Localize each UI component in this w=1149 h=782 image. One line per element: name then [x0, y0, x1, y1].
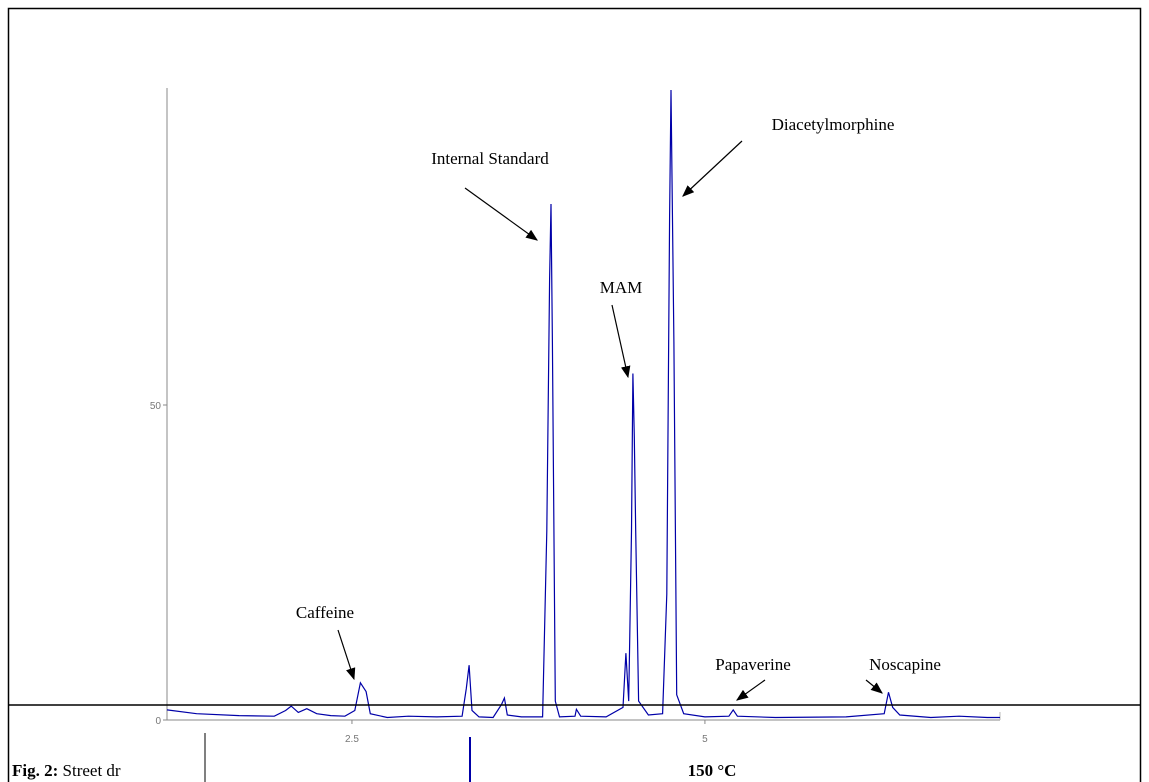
- annotation: Papaverine: [715, 655, 791, 674]
- panel-label: 150 °C: [688, 761, 737, 780]
- caption: Fig. 2: Street dr: [12, 761, 121, 780]
- annotation-arrow: [464, 187, 538, 241]
- annotation: Diacetylmorphine: [772, 115, 895, 134]
- annotation: Internal Standard: [431, 149, 549, 168]
- annotation-arrow: [736, 679, 766, 701]
- caption-label: Fig. 2:: [12, 761, 58, 780]
- annotation-arrow: [865, 679, 883, 694]
- x-tick-label: 2.5: [345, 734, 359, 745]
- caption-text: Street dr: [63, 761, 121, 780]
- y-tick-label: 0: [155, 716, 161, 727]
- chart: 0 50 2.5 5 Caffeine Internal Standard MAM Diace…: [150, 88, 1001, 745]
- annotation-arrow: [682, 140, 743, 197]
- chromatogram-trace: [166, 89, 1000, 719]
- x-tick-label: 5: [702, 734, 708, 745]
- document-frame: [7, 7, 1142, 782]
- annotation: Caffeine: [296, 603, 354, 622]
- annotation-arrow: [337, 629, 356, 681]
- annotation: Noscapine: [869, 655, 941, 674]
- y-tick-label: 50: [150, 401, 162, 412]
- annotation: MAM: [600, 278, 643, 297]
- annotation-arrow: [611, 304, 631, 379]
